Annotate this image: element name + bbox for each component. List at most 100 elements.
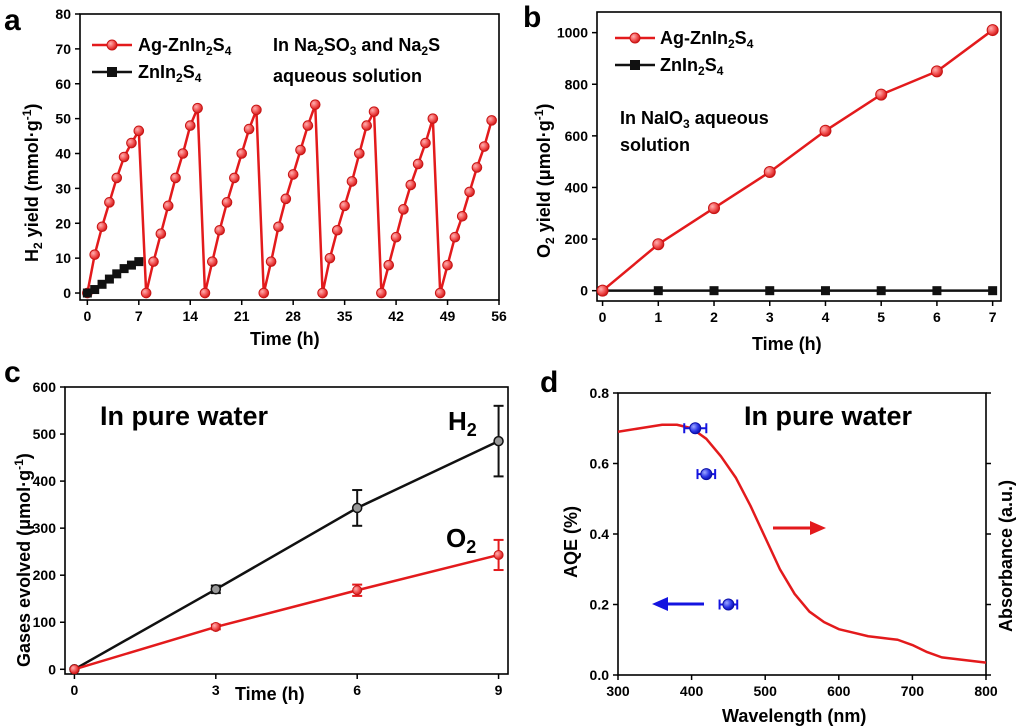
b-point-ag: [652, 238, 665, 251]
panel-b-legend: Ag-ZnIn2S4 ZnIn2S4: [615, 28, 754, 78]
b-point-zis: [876, 286, 886, 296]
a-point-ag: [221, 197, 233, 208]
a-point-ag: [346, 176, 358, 187]
panel-b-x-label: Time (h): [752, 334, 822, 354]
c-series-line-h2: [73, 439, 500, 671]
a-xtick-label: 7: [135, 308, 143, 324]
a-point-ag: [236, 148, 248, 159]
a-point-ag: [251, 104, 262, 116]
panel-c: c Time (h) Gases evolved (μmol·g-1) 0 3 6 9…: [4, 356, 509, 704]
c-ytick-label: 100: [33, 614, 57, 630]
panel-c-annotation: In pure water: [100, 401, 269, 431]
a-point-ag: [118, 151, 130, 163]
d-xtick-label: 500: [754, 683, 778, 699]
a-ytick-label: 0: [63, 285, 71, 301]
c-ytick-label: 500: [33, 426, 57, 442]
blue-arrow-left-indicator: [652, 597, 704, 611]
a-point-zis: [119, 264, 129, 274]
panel-c-x-label: Time (h): [235, 684, 305, 704]
svg-text:In NaIO3 aqueous: In NaIO3 aqueous: [620, 108, 769, 131]
c-xtick-label: 3: [212, 682, 220, 698]
a-point-ag: [273, 221, 284, 233]
a-point-ag: [398, 204, 409, 215]
c-point-h2: [210, 584, 222, 595]
a-point-ag: [199, 287, 211, 299]
b-point-ag: [708, 202, 721, 215]
b-xtick-label: 6: [933, 309, 941, 325]
panel-b-annotation: In NaIO3 aqueous solution: [620, 108, 769, 155]
a-xtick-label: 21: [234, 308, 250, 324]
a-point-ag: [442, 259, 453, 271]
a-point-zis: [104, 274, 114, 284]
a-xtick-label: 56: [491, 308, 507, 324]
a-point-ag: [412, 158, 424, 170]
b-xtick-label: 2: [710, 309, 718, 325]
a-ytick-label: 10: [55, 250, 71, 266]
a-point-ag: [258, 287, 270, 299]
a-point-ag: [390, 231, 402, 243]
b-ytick-label: 1000: [557, 25, 588, 41]
a-ytick-label: 30: [55, 180, 71, 196]
panel-a-legend: Ag-ZnIn2S4 ZnIn2S4: [92, 35, 232, 85]
a-ytick-label: 20: [55, 215, 71, 231]
a-point-ag: [331, 224, 343, 236]
panel-d-x-label: Wavelength (nm): [722, 706, 866, 726]
c-point-o2: [69, 664, 80, 675]
b-point-ag: [875, 88, 888, 101]
d-ytick-label: 0.6: [590, 456, 610, 472]
panel-d-y-label-left: AQE (%): [561, 506, 581, 578]
panel-a-annotation: In Na2SO3 and Na2S aqueous solution: [273, 35, 440, 86]
c-ytick-label: 300: [33, 520, 57, 536]
b-point-zis: [932, 286, 942, 296]
b-ytick-label: 800: [565, 76, 589, 92]
d-aqe-point: [722, 598, 735, 611]
c-ytick-label: 200: [33, 567, 57, 583]
svg-text:aqueous solution: aqueous solution: [273, 66, 422, 86]
a-point-ag: [177, 148, 189, 159]
d-ytick-label: 0.4: [590, 526, 610, 542]
a-ytick-label: 40: [55, 146, 71, 162]
a-point-ag: [383, 259, 395, 271]
b-point-ag: [819, 124, 832, 137]
a-point-ag: [287, 169, 299, 180]
legend-label-zis: ZnIn2S4: [138, 62, 202, 85]
a-point-ag: [354, 148, 365, 159]
a-point-ag: [96, 221, 108, 233]
c-xtick-label: 0: [71, 682, 79, 698]
panel-a-plot-frame: [79, 13, 500, 301]
c-series-line-o2: [74, 553, 499, 671]
d-ytick-label: 0.0: [590, 667, 610, 683]
c-ytick-label: 600: [33, 379, 57, 395]
panel-b-y-label: O2 yield (μmol·g-1): [532, 104, 557, 258]
a-xtick-label: 14: [182, 308, 198, 324]
a-point-ag: [295, 144, 306, 156]
panel-d: d Wavelength (nm) AQE (%) Absorbance (a.…: [540, 366, 1016, 726]
b-xtick-label: 1: [654, 309, 662, 325]
b-xtick-label: 4: [822, 309, 830, 325]
a-point-ag: [243, 123, 255, 135]
a-point-ag: [427, 113, 439, 124]
b-ytick-label: 0: [580, 283, 588, 299]
c-xtick-label: 6: [353, 682, 361, 698]
c-ytick-label: 0: [48, 661, 56, 677]
d-absorbance-curve: [617, 423, 987, 664]
a-point-zis: [90, 285, 100, 295]
b-point-zis: [765, 286, 775, 296]
a-point-ag: [104, 197, 115, 208]
a-ytick-label: 60: [55, 76, 71, 92]
b-xtick-label: 7: [989, 309, 997, 325]
d-ytick-label: 0.2: [590, 597, 610, 613]
a-point-ag: [449, 231, 461, 243]
b-xtick-label: 3: [766, 309, 774, 325]
d-ytick-label: 0.8: [590, 385, 610, 401]
b-xtick-label: 5: [877, 309, 885, 325]
a-point-ag: [368, 106, 380, 117]
d-xtick-label: 300: [606, 683, 630, 699]
a-point-ag: [162, 200, 174, 212]
a-point-ag: [471, 162, 483, 173]
a-point-ag: [376, 287, 387, 299]
d-xtick-label: 600: [827, 683, 851, 699]
b-ytick-label: 200: [565, 231, 589, 247]
svg-text:ZnIn2S4: ZnIn2S4: [660, 55, 724, 78]
